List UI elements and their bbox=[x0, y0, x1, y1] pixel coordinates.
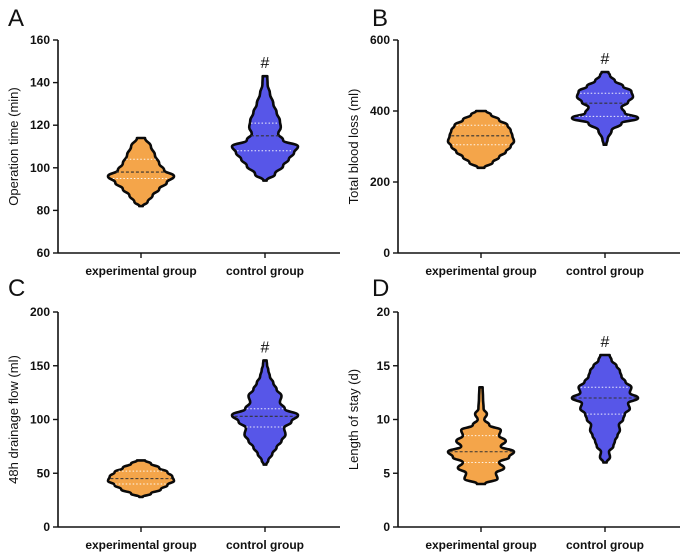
panel-c: C 0 50 100 150 200 48h drainage flow (ml) exper… bbox=[6, 275, 340, 552]
y-tick-label: 0 bbox=[43, 520, 50, 534]
y-axis-label: Length of stay (d) bbox=[346, 369, 361, 470]
violin-experimental bbox=[446, 386, 516, 486]
y-tick-label: 150 bbox=[30, 359, 50, 373]
significance-marker: # bbox=[261, 339, 270, 356]
y-tick-label: 50 bbox=[37, 466, 51, 480]
y-axis-label: Operation time (min) bbox=[6, 87, 21, 205]
y-tick-label: 100 bbox=[30, 161, 50, 175]
y-tick-label: 60 bbox=[37, 246, 51, 260]
x-category-label: experimental group bbox=[425, 264, 536, 278]
significance-marker: # bbox=[261, 55, 270, 72]
y-tick-label: 120 bbox=[30, 118, 50, 132]
x-category-label: control group bbox=[226, 264, 304, 278]
y-axis-label: 48h drainage flow (ml) bbox=[6, 355, 21, 484]
panel-a: A 60 80 100 120 140 160 Operation time (min) exp… bbox=[6, 5, 340, 278]
x-category-label: control group bbox=[566, 538, 644, 552]
panel-letter: D bbox=[372, 275, 389, 302]
x-category-label: control group bbox=[566, 264, 644, 278]
y-tick-label: 0 bbox=[383, 520, 390, 534]
panel-letter: A bbox=[8, 5, 24, 32]
y-tick-label: 15 bbox=[377, 359, 391, 373]
x-category-label: experimental group bbox=[85, 538, 196, 552]
x-category-label: experimental group bbox=[425, 538, 536, 552]
panel-letter: C bbox=[8, 275, 25, 302]
significance-marker: # bbox=[601, 51, 610, 68]
y-tick-label: 10 bbox=[377, 413, 391, 427]
y-tick-label: 200 bbox=[30, 305, 50, 319]
violin-control bbox=[230, 359, 300, 466]
y-tick-label: 5 bbox=[383, 466, 390, 480]
y-axis-label: Total blood loss (ml) bbox=[346, 89, 361, 205]
y-tick-label: 140 bbox=[30, 76, 50, 90]
violin-control bbox=[230, 74, 300, 182]
violin-control bbox=[570, 70, 640, 146]
y-tick-label: 80 bbox=[37, 203, 51, 217]
y-tick-label: 600 bbox=[370, 33, 390, 47]
violin-control bbox=[570, 353, 640, 464]
panel-letter: B bbox=[372, 5, 388, 32]
y-tick-label: 20 bbox=[377, 305, 391, 319]
y-tick-label: 0 bbox=[383, 246, 390, 260]
y-tick-label: 100 bbox=[30, 413, 50, 427]
y-tick-label: 200 bbox=[370, 175, 390, 189]
y-tick-label: 400 bbox=[370, 104, 390, 118]
significance-marker: # bbox=[601, 334, 610, 351]
violin-experimental bbox=[446, 109, 516, 170]
x-category-label: experimental group bbox=[85, 264, 196, 278]
x-category-label: control group bbox=[226, 538, 304, 552]
y-tick-label: 160 bbox=[30, 33, 50, 47]
panel-b: B 0 200 400 600 Total blood loss (ml) experime… bbox=[346, 5, 680, 278]
panel-d: D 0 5 10 15 20 Length of stay (d) experimental … bbox=[346, 275, 680, 552]
